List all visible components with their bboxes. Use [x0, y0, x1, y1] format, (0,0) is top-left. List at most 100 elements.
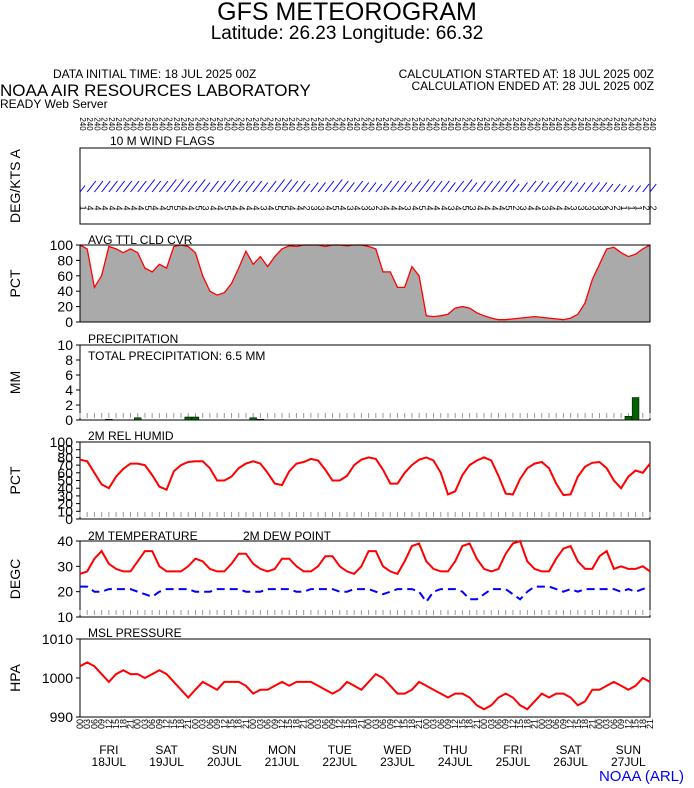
precip-frame	[79, 344, 651, 421]
wind-barb	[512, 183, 520, 193]
wind-speed-label: 4	[157, 205, 167, 210]
wind-speed-label: 1	[634, 205, 644, 210]
wind-barb	[288, 180, 299, 193]
wind-speed-label: 5	[460, 205, 470, 210]
wind-title: 10 M WIND FLAGS	[110, 134, 215, 148]
wind-speed-label: 3	[446, 205, 456, 210]
y-tick-label: 70	[57, 457, 73, 473]
y-tick-label: 20	[57, 584, 73, 600]
wind-dir-label: 240	[100, 117, 109, 131]
precip-title: PRECIPITATION	[88, 332, 178, 346]
wind-speed-label: 3	[359, 205, 369, 210]
date-label: 22JUL	[322, 755, 357, 769]
wind-dir-label: 240	[258, 117, 267, 131]
day-of-week-label: SAT	[155, 743, 178, 757]
wind-barb	[195, 179, 206, 193]
wind-barb	[404, 182, 413, 193]
wind-barb	[469, 182, 478, 193]
wind-dir-label: 240	[316, 117, 325, 131]
wind-dir-label: 240	[590, 117, 599, 131]
wind-barb	[252, 180, 263, 193]
y-tick-label: 4	[65, 382, 73, 398]
wind-speed-label: 4	[186, 205, 196, 210]
wind-barb	[303, 183, 311, 193]
wind-barb	[368, 182, 377, 193]
hour-label: 03	[82, 719, 92, 729]
hour-label: 00	[594, 719, 604, 729]
hour-label: 00	[537, 719, 547, 729]
cloud-title: AVG TTL CLD CVR	[88, 233, 193, 247]
hour-label: 15	[227, 719, 237, 729]
date-label: 23JUL	[380, 755, 415, 769]
wind-speed-label: 4	[237, 205, 247, 210]
hour-label: 18	[522, 719, 532, 729]
pressure-line	[79, 661, 651, 711]
wind-barb	[144, 179, 156, 193]
wind-barb	[317, 182, 326, 193]
wind-speed-label: 4	[352, 205, 362, 210]
wind-dir-label: 240	[179, 117, 188, 131]
wind-dir-label: 240	[460, 117, 469, 131]
wind-speed-label: 1	[619, 205, 629, 210]
y-tick-label: 50	[57, 473, 73, 489]
hour-label: 00	[479, 719, 489, 729]
location-subtitle: Latitude: 26.23 Longitude: 66.32	[210, 23, 484, 44]
wind-barb	[447, 182, 456, 193]
wind-ylabel: DEG/KTS A	[7, 148, 23, 223]
wind-speed-label: 4	[475, 205, 485, 210]
hour-label: 15	[631, 719, 641, 729]
wind-speed-label: 2	[302, 205, 312, 210]
hour-label: 03	[313, 719, 323, 729]
wind-barb	[649, 183, 657, 193]
hour-label: 21	[183, 719, 193, 729]
wind-speed-label: 4	[294, 205, 304, 210]
wind-speed-label: 3	[367, 205, 377, 210]
hour-label: 21	[587, 719, 597, 729]
hour-label: 09	[328, 719, 338, 729]
hour-label: 12	[450, 719, 460, 729]
wind-dir-label: 240	[121, 117, 130, 131]
hour-label: 12	[162, 719, 172, 729]
hour-label: 21	[241, 719, 251, 729]
wind-speed-label: 4	[251, 205, 261, 210]
precip-bar	[631, 397, 640, 421]
wind-barb	[86, 180, 97, 193]
hour-label: 09	[270, 719, 280, 729]
day-of-week-label: MON	[268, 743, 296, 757]
temperature-frame	[79, 540, 651, 618]
wind-speed-label: 4	[150, 205, 160, 210]
wind-barb	[115, 180, 126, 193]
day-of-week-label: TUE	[328, 743, 352, 757]
humidity-frame	[79, 441, 651, 520]
hour-label: 21	[126, 719, 136, 729]
hour-label: 18	[407, 719, 417, 729]
wind-speed-label: 4	[85, 205, 95, 210]
hour-label: 03	[544, 719, 554, 729]
wind-dir-label: 240	[78, 117, 87, 131]
wind-speed-label: 4	[561, 205, 571, 210]
wind-barb	[591, 182, 601, 193]
y-tick-label: 0	[65, 314, 73, 330]
wind-dir-label: 240	[496, 117, 505, 131]
wind-speed-label: 5	[193, 205, 203, 210]
wind-barb	[274, 179, 285, 193]
wind-barb	[324, 180, 335, 193]
wind-dir-label: 240	[446, 117, 455, 131]
wind-speed-label: 4	[432, 205, 442, 210]
humidity-ylabel: PCT	[7, 466, 23, 494]
wind-dir-label: 240	[453, 117, 462, 131]
wind-barb	[108, 180, 118, 193]
wind-dir-label: 240	[634, 117, 643, 131]
wind-dir-label: 240	[605, 117, 614, 131]
wind-speed-label: 4	[533, 205, 543, 210]
wind-barb	[259, 182, 269, 193]
hour-label: 18	[465, 719, 475, 729]
hour-label: 15	[169, 719, 179, 729]
pressure-title: MSL PRESSURE	[88, 626, 182, 640]
y-tick-label: 990	[50, 709, 74, 725]
hour-label: 09	[558, 719, 568, 729]
wind-dir-label: 240	[569, 117, 578, 131]
wind-barb	[281, 179, 293, 193]
wind-barb	[620, 185, 627, 193]
